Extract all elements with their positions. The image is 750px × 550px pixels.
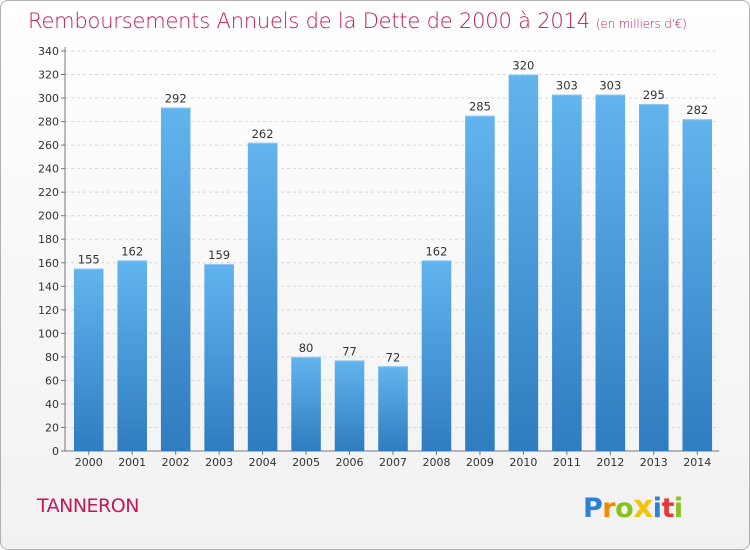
logo-letter: t	[661, 493, 674, 524]
y-tick-label: 180	[38, 233, 59, 246]
y-tick-label: 280	[38, 116, 59, 129]
proxiti-logo[interactable]: Proxiti	[583, 489, 683, 525]
x-tick-label: 2012	[596, 456, 624, 469]
bars	[73, 74, 713, 452]
x-tick-label: 2005	[292, 456, 320, 469]
y-tick-label: 340	[38, 45, 59, 58]
data-label: 282	[686, 103, 708, 117]
x-tick-label: 2002	[162, 456, 190, 469]
logo-letter: r	[602, 493, 616, 524]
data-label: 162	[121, 244, 143, 258]
data-label: 77	[342, 344, 357, 358]
x-tick-label: 2014	[683, 456, 711, 469]
logo-letter: i	[652, 493, 662, 524]
logo-letter: o	[615, 493, 634, 524]
y-tick-label: 260	[38, 139, 59, 152]
data-label: 295	[643, 88, 665, 102]
data-label: 285	[469, 100, 491, 114]
bar-2006[interactable]	[334, 360, 365, 451]
bar-2014[interactable]	[682, 119, 713, 451]
data-label: 262	[252, 127, 274, 141]
y-tick-label: 40	[45, 398, 59, 411]
y-tick-label: 140	[38, 280, 59, 293]
data-label: 72	[386, 350, 401, 364]
logo-letter: i	[673, 493, 683, 524]
y-tick-label: 160	[38, 257, 59, 270]
x-tick-label: 2013	[640, 456, 668, 469]
bar-2002[interactable]	[160, 107, 191, 452]
data-label: 292	[165, 91, 187, 105]
data-label: 155	[78, 253, 100, 267]
bar-2004[interactable]	[247, 142, 278, 451]
data-label: 303	[599, 79, 621, 93]
logo-letter: x	[633, 489, 653, 525]
bar-2000[interactable]	[73, 268, 104, 451]
bar-2007[interactable]	[378, 366, 408, 451]
y-tick-label: 0	[52, 445, 59, 458]
data-labels: 155 162 292 159 262 80 77 72 162 285 320 303 303 295 2…	[78, 59, 708, 365]
y-tick-label: 80	[45, 351, 59, 364]
bar-2008[interactable]	[421, 260, 452, 451]
data-label: 162	[425, 244, 447, 258]
x-tick-label: 2008	[422, 456, 450, 469]
x-tick-label: 2011	[553, 456, 581, 469]
data-label: 80	[299, 341, 314, 355]
bar-2010[interactable]	[508, 74, 539, 451]
x-tick-label: 2001	[118, 456, 146, 469]
y-tick-label: 120	[38, 304, 59, 317]
chart-title: Remboursements Annuels de la Dette de 20…	[28, 9, 687, 33]
bar-2005[interactable]	[291, 356, 321, 451]
y-tick-label: 60	[45, 374, 59, 387]
y-tick-label: 320	[38, 69, 59, 82]
bar-2009[interactable]	[465, 115, 495, 452]
y-tick-label: 100	[38, 327, 59, 340]
x-tick-label: 2000	[75, 456, 103, 469]
unit-label: (en milliers d'€)	[595, 17, 687, 31]
y-tick-label: 240	[38, 163, 59, 176]
data-label: 320	[512, 59, 534, 73]
data-label: 303	[556, 79, 578, 93]
bar-2013[interactable]	[639, 103, 669, 452]
bar-2003[interactable]	[204, 263, 234, 451]
x-tick-label: 2009	[466, 456, 494, 469]
y-tick-label: 20	[45, 421, 59, 434]
bar-2012[interactable]	[595, 94, 626, 451]
y-tick-label: 200	[38, 210, 59, 223]
x-tick-label: 2007	[379, 456, 407, 469]
bar-2011[interactable]	[552, 94, 582, 451]
y-tick-label: 300	[38, 92, 59, 105]
x-tick-label: 2010	[509, 456, 537, 469]
data-label: 159	[208, 248, 230, 262]
y-tick-label: 220	[38, 186, 59, 199]
logo-letter: P	[583, 493, 603, 524]
x-tick-label: 2006	[336, 456, 364, 469]
x-tick-label: 2004	[249, 456, 277, 469]
x-tick-label: 2003	[205, 456, 233, 469]
commune-name: TANNERON	[37, 495, 139, 517]
bar-2001[interactable]	[117, 260, 147, 451]
